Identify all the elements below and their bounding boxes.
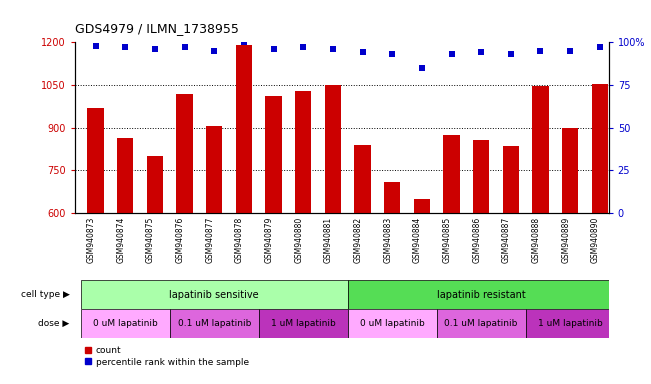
Text: GSM940889: GSM940889: [561, 217, 570, 263]
Text: GSM940878: GSM940878: [235, 217, 244, 263]
Bar: [503, 146, 519, 213]
Bar: [325, 85, 341, 213]
Text: GSM940873: GSM940873: [87, 217, 96, 263]
Text: cell type ▶: cell type ▶: [21, 290, 70, 299]
Bar: [81, 280, 348, 309]
Bar: [525, 309, 615, 338]
Text: 1 uM lapatinib: 1 uM lapatinib: [271, 319, 336, 328]
Bar: [354, 145, 370, 213]
Point: [120, 44, 130, 50]
Point: [327, 46, 338, 52]
Text: dose ▶: dose ▶: [38, 319, 70, 328]
Text: GDS4979 / ILMN_1738955: GDS4979 / ILMN_1738955: [75, 22, 239, 35]
Bar: [473, 141, 490, 213]
Point: [594, 44, 605, 50]
Text: GSM940880: GSM940880: [294, 217, 303, 263]
Text: GSM940882: GSM940882: [353, 217, 363, 263]
Bar: [437, 309, 525, 338]
Point: [180, 44, 190, 50]
Bar: [206, 126, 223, 213]
Bar: [176, 94, 193, 213]
Point: [447, 51, 457, 57]
Text: 0.1 uM lapatinib: 0.1 uM lapatinib: [178, 319, 251, 328]
Text: GSM940888: GSM940888: [531, 217, 540, 263]
Text: GSM940879: GSM940879: [264, 217, 273, 263]
Text: 0 uM lapatinib: 0 uM lapatinib: [360, 319, 424, 328]
Text: lapatinib resistant: lapatinib resistant: [437, 290, 525, 300]
Bar: [592, 84, 608, 213]
Point: [387, 51, 397, 57]
Text: GSM940876: GSM940876: [176, 217, 185, 263]
Point: [90, 43, 101, 49]
Bar: [443, 135, 460, 213]
Legend: count, percentile rank within the sample: count, percentile rank within the sample: [79, 343, 253, 371]
Text: lapatinib sensitive: lapatinib sensitive: [169, 290, 259, 300]
Text: GSM940884: GSM940884: [413, 217, 422, 263]
Bar: [562, 127, 578, 213]
Text: GSM940877: GSM940877: [205, 217, 214, 263]
Text: GSM940885: GSM940885: [443, 217, 452, 263]
Bar: [533, 86, 549, 213]
Text: 1 uM lapatinib: 1 uM lapatinib: [538, 319, 603, 328]
Point: [298, 44, 309, 50]
Bar: [266, 96, 282, 213]
Bar: [87, 108, 104, 213]
Text: GSM940890: GSM940890: [591, 217, 600, 263]
Point: [535, 48, 546, 54]
Bar: [81, 309, 170, 338]
Point: [209, 48, 219, 54]
Text: GSM940875: GSM940875: [146, 217, 155, 263]
Bar: [384, 182, 400, 213]
Bar: [258, 309, 348, 338]
Text: 0.1 uM lapatinib: 0.1 uM lapatinib: [445, 319, 518, 328]
Text: GSM940881: GSM940881: [324, 217, 333, 263]
Bar: [348, 280, 615, 309]
Point: [476, 50, 486, 56]
Bar: [236, 45, 252, 213]
Bar: [413, 199, 430, 213]
Text: GSM940883: GSM940883: [383, 217, 392, 263]
Point: [417, 65, 427, 71]
Text: GSM940874: GSM940874: [117, 217, 125, 263]
Text: GSM940887: GSM940887: [502, 217, 511, 263]
Point: [506, 51, 516, 57]
Text: GSM940886: GSM940886: [472, 217, 481, 263]
Bar: [146, 156, 163, 213]
Bar: [348, 309, 437, 338]
Point: [239, 39, 249, 45]
Point: [357, 50, 368, 56]
Text: 0 uM lapatinib: 0 uM lapatinib: [93, 319, 158, 328]
Point: [150, 46, 160, 52]
Bar: [295, 91, 311, 213]
Bar: [170, 309, 258, 338]
Bar: [117, 137, 133, 213]
Point: [565, 48, 575, 54]
Point: [268, 46, 279, 52]
